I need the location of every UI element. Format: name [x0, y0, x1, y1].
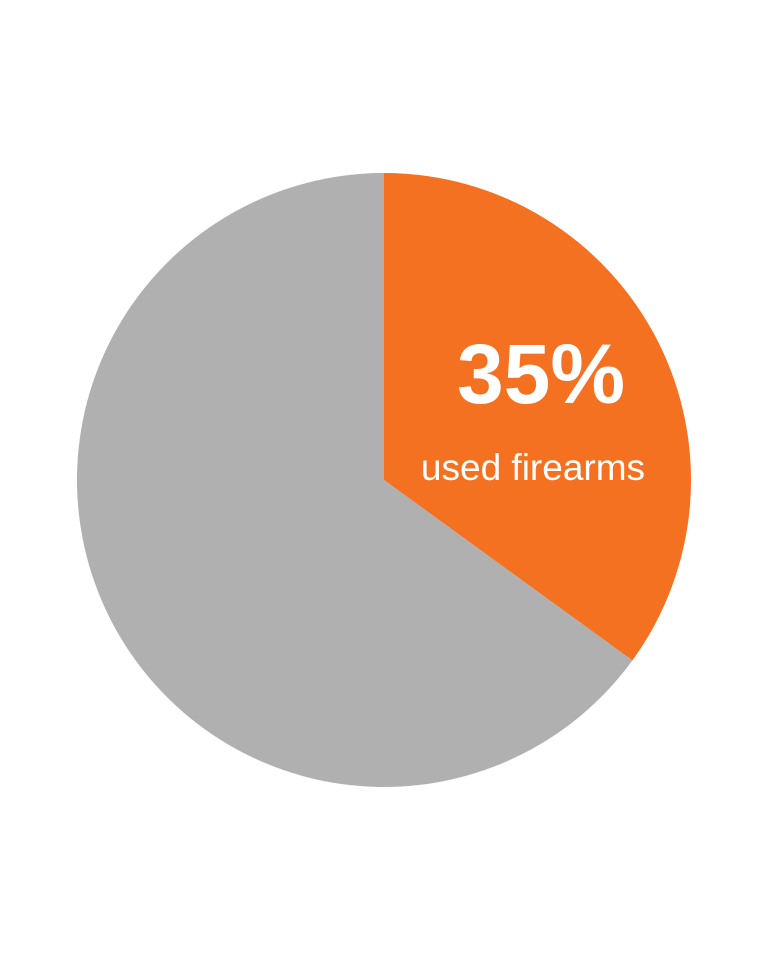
pie-slice-firearms	[384, 173, 691, 661]
pie-slice-other	[76, 172, 633, 787]
slice-description-label: used firearms	[421, 447, 645, 488]
pie-slices	[76, 172, 691, 787]
slice-value-label: 35%	[457, 327, 625, 421]
pie-labels: 35% used firearms	[421, 327, 645, 488]
